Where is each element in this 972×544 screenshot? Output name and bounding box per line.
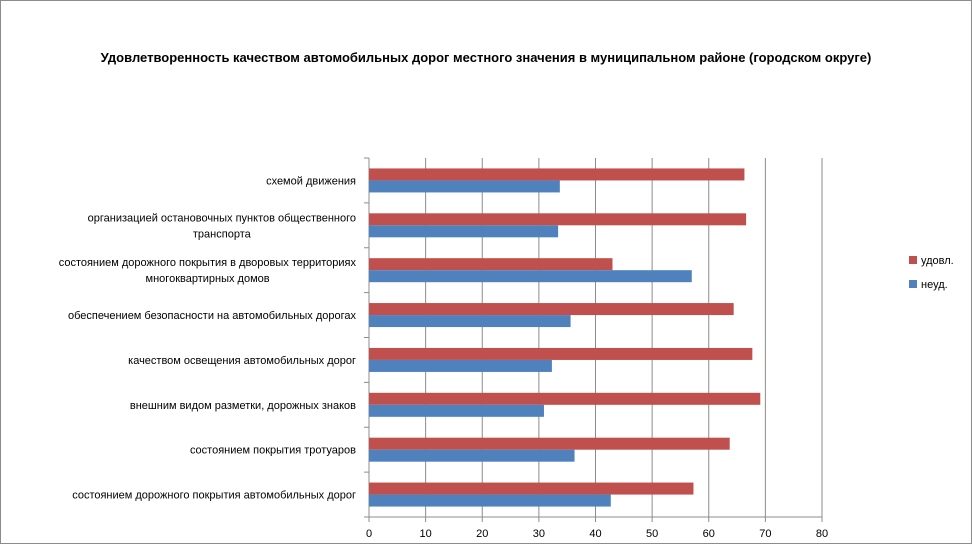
bar-udovl	[369, 213, 747, 226]
x-tick-label: 20	[476, 528, 488, 540]
category-label: качеством освещения автомобильных дорог	[128, 355, 356, 367]
x-tick-label: 70	[759, 528, 771, 540]
bar-neud	[369, 404, 544, 417]
category-label: состоянием дорожного покрытия автомобиль…	[72, 490, 356, 502]
bar-udovl	[369, 347, 753, 360]
legend-label-udovl: удовл.	[921, 255, 954, 267]
bar-udovl	[369, 168, 745, 181]
x-tick-label: 50	[646, 528, 658, 540]
x-tick-label: 80	[816, 528, 828, 540]
x-tick-label: 30	[533, 528, 545, 540]
x-tick-label: 10	[420, 528, 432, 540]
bar-neud	[369, 270, 692, 283]
legend-label-neud: неуд.	[921, 279, 948, 291]
x-tick-label: 40	[589, 528, 601, 540]
legend-swatch-neud	[909, 280, 917, 288]
bar-udovl	[369, 482, 694, 495]
legend-swatch-udovl	[909, 256, 917, 264]
bar-neud	[369, 180, 560, 193]
x-tick-label: 60	[703, 528, 715, 540]
bar-udovl	[369, 258, 613, 271]
bar-neud	[369, 494, 611, 507]
category-label: состоянием дорожного покрытия в дворовых…	[59, 257, 357, 269]
category-label: обеспечением безопасности на автомобильн…	[68, 310, 356, 322]
category-label: транспорта	[193, 228, 252, 240]
category-label: многоквартирных домов	[146, 273, 270, 285]
x-tick-label: 0	[366, 528, 372, 540]
bar-udovl	[369, 392, 761, 405]
category-label: внешним видом разметки, дорожных знаков	[130, 400, 356, 412]
bar-udovl	[369, 303, 734, 316]
category-label: схемой движения	[266, 175, 356, 187]
bar-neud	[369, 449, 575, 462]
bar-neud	[369, 225, 559, 238]
category-label: организацией остановочных пунктов общест…	[88, 212, 356, 224]
bar-udovl	[369, 437, 730, 450]
chart-title: Удовлетворенность качеством автомобильны…	[100, 50, 872, 65]
bar-neud	[369, 359, 552, 372]
category-label: состоянием покрытия тротуаров	[190, 445, 356, 457]
bar-neud	[369, 315, 571, 328]
